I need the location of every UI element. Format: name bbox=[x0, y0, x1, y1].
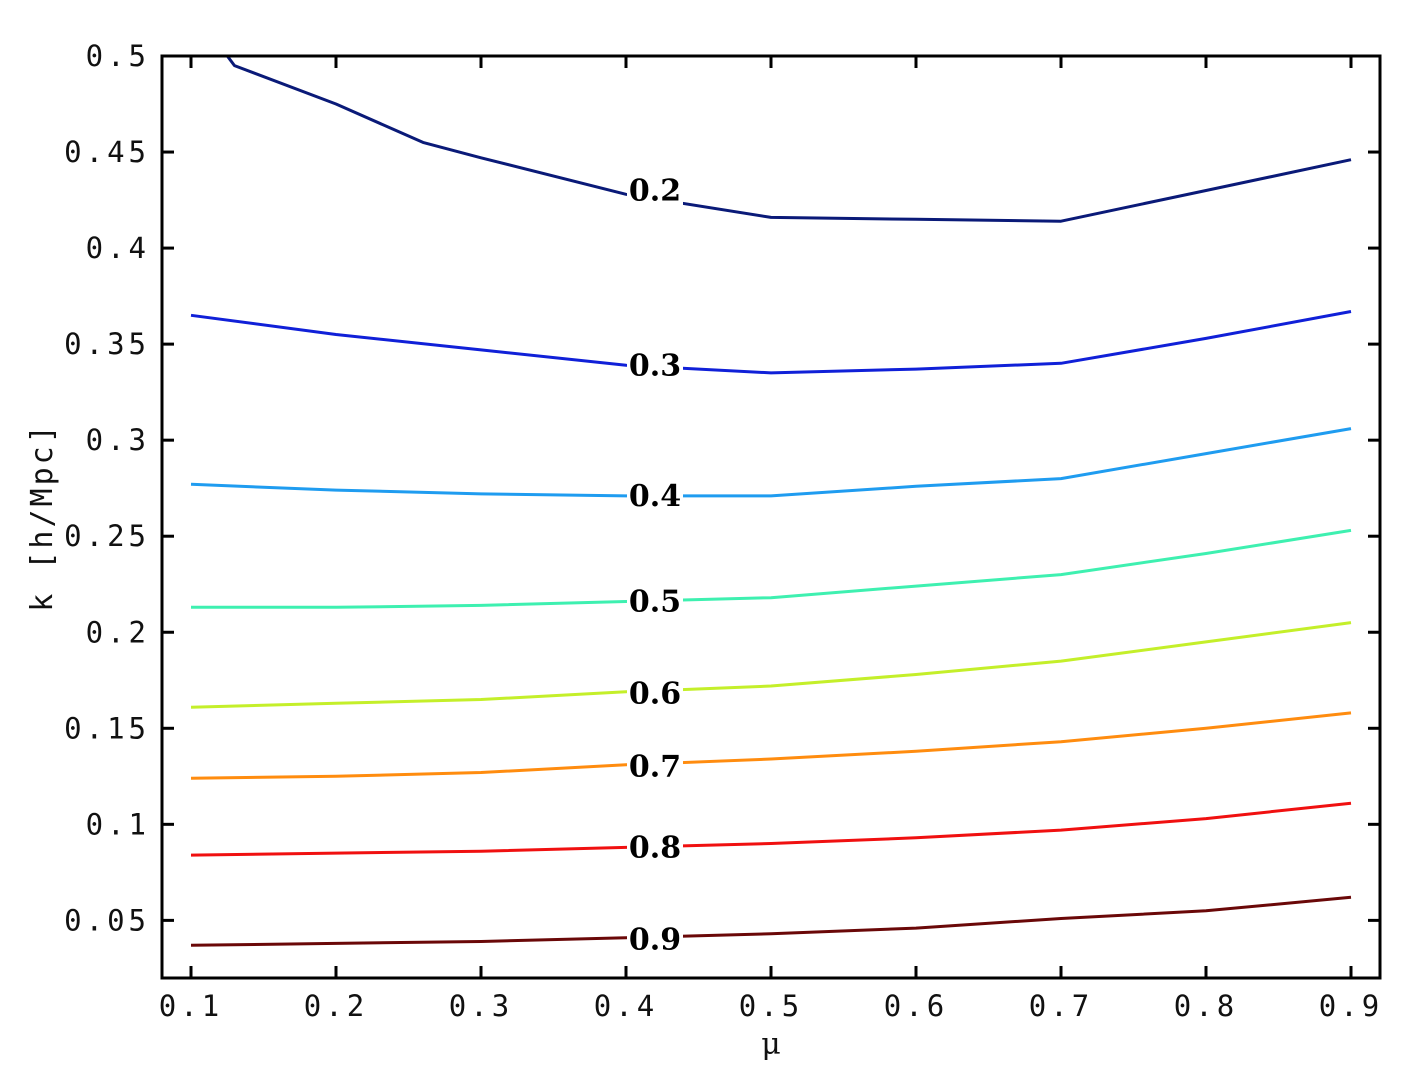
contour-line-0-2 bbox=[226, 55, 1352, 223]
contour-lines bbox=[190, 55, 1352, 947]
contour-label-0-7: 0.7 bbox=[629, 750, 681, 785]
x-tick-label: 0.2 bbox=[304, 989, 368, 1023]
contour-label-0-8: 0.8 bbox=[629, 830, 681, 865]
contour-line-0-8 bbox=[190, 801, 1352, 857]
contour-label-bg bbox=[627, 921, 683, 956]
contour-label-0-6: 0.6 bbox=[629, 677, 681, 712]
y-tick-label: 0.15 bbox=[64, 711, 150, 745]
x-tick-label: 0.4 bbox=[594, 989, 658, 1023]
x-tick-label: 0.5 bbox=[739, 989, 803, 1023]
y-tick-label: 0.3 bbox=[86, 423, 150, 457]
x-tick-label: 0.1 bbox=[159, 989, 223, 1023]
y-tick-label: 0.2 bbox=[86, 615, 150, 649]
plot-frame bbox=[160, 54, 1382, 980]
y-tick-label: 0.45 bbox=[64, 135, 150, 169]
contour-label-0-4: 0.4 bbox=[629, 479, 681, 514]
x-tick-label: 0.6 bbox=[884, 989, 948, 1023]
y-tick-label: 0.4 bbox=[86, 231, 150, 265]
tick-labels: 0.1 0.2 0.3 0.4 0.5 0.6 0.7 0.8 0.9 0.05 0.1 0.15 0.… bbox=[64, 39, 1383, 1023]
y-tick-label: 0.25 bbox=[64, 519, 150, 553]
contour-line-0-4 bbox=[190, 427, 1352, 498]
contour-label-0-9: 0.9 bbox=[629, 923, 681, 958]
contour-label-0-5: 0.5 bbox=[629, 585, 681, 620]
x-tick-label: 0.8 bbox=[1174, 989, 1238, 1023]
y-tick-label: 0.35 bbox=[64, 327, 150, 361]
contour-label-bg bbox=[627, 172, 683, 207]
y-tick-label: 0.5 bbox=[86, 39, 150, 73]
contour-label-bg bbox=[627, 748, 683, 783]
x-axis-title: μ bbox=[761, 1027, 781, 1062]
axis-ticks bbox=[162, 54, 1380, 978]
x-tick-label: 0.9 bbox=[1319, 989, 1383, 1023]
contour-label-bg bbox=[627, 583, 683, 618]
y-tick-label: 0.05 bbox=[64, 903, 150, 937]
contour-label-bg bbox=[627, 477, 683, 512]
contour-label-bg bbox=[627, 829, 683, 864]
contour-line-0-5 bbox=[191, 528, 1352, 609]
contour-label-0-3: 0.3 bbox=[629, 348, 681, 383]
contour-line-0-6 bbox=[190, 621, 1352, 709]
contour-labels: 0.2 0.3 0.4 0.5 0.6 0.7 0.8 0.9 bbox=[627, 172, 683, 958]
x-tick-label: 0.3 bbox=[449, 989, 513, 1023]
contour-line-0-3 bbox=[190, 310, 1352, 375]
contour-line-0-9 bbox=[190, 895, 1352, 947]
x-tick-label: 0.7 bbox=[1029, 989, 1093, 1023]
contour-label-0-2: 0.2 bbox=[629, 173, 681, 208]
y-tick-label: 0.1 bbox=[86, 807, 150, 841]
contour-line-0-7 bbox=[190, 711, 1352, 780]
contour-label-bg bbox=[627, 347, 683, 382]
contour-label-bg bbox=[627, 675, 683, 710]
y-axis-title: k [h/Mpc] bbox=[25, 422, 60, 612]
